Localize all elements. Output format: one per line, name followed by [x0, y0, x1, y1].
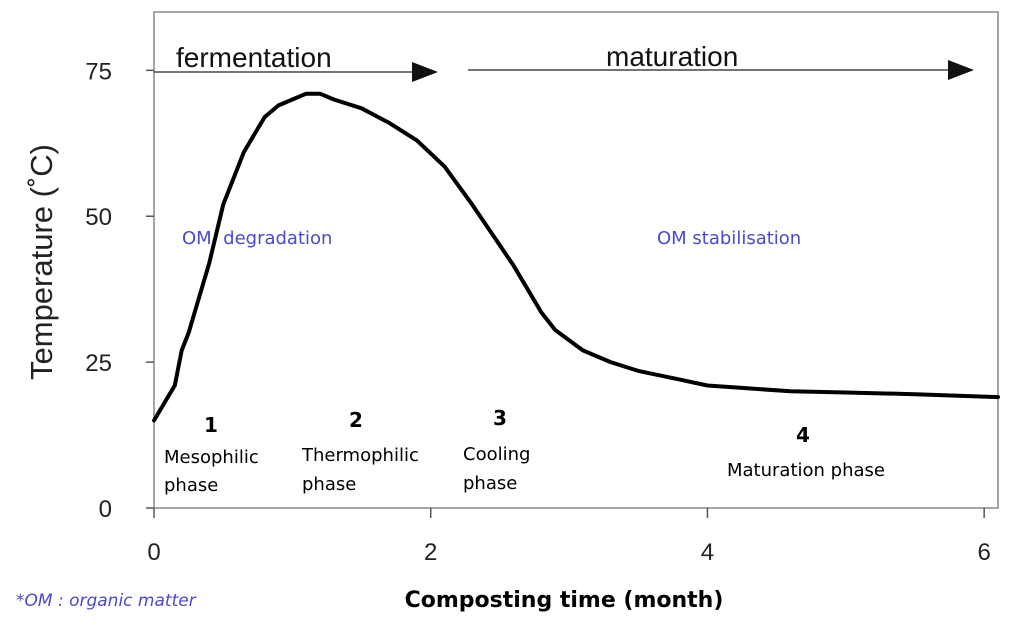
phase-4-number: 4 — [796, 423, 810, 447]
phase-2-number: 2 — [349, 408, 363, 432]
y-axis: 0 25 50 75 — [85, 58, 154, 523]
phase-1-number: 1 — [204, 413, 218, 437]
phase-1-name: Mesophilic — [164, 447, 259, 468]
phase-3-suffix: phase — [463, 473, 517, 494]
x-axis-label: Composting time (month) — [405, 588, 724, 613]
y-tick-label: 25 — [85, 350, 112, 377]
phase-3-name: Cooling — [463, 444, 530, 465]
x-tick-label: 4 — [701, 539, 714, 566]
phase-2-suffix: phase — [302, 474, 356, 495]
om-stabilisation-label: OM stabilisation — [657, 228, 801, 249]
fermentation-arrowhead-icon — [412, 62, 438, 82]
footnote: *OM : organic matter — [16, 591, 197, 611]
fermentation-label: fermentation — [176, 42, 332, 73]
y-tick-label: 75 — [85, 58, 112, 85]
x-axis: 0 2 4 6 — [147, 508, 991, 566]
x-tick-label: 2 — [424, 539, 437, 566]
phase-3-number: 3 — [493, 406, 507, 430]
y-tick-label: 50 — [85, 204, 112, 231]
y-tick-label: 0 — [99, 496, 112, 523]
temperature-curve — [152, 91, 1000, 423]
y-axis-label: Temperature (˚C) — [24, 144, 59, 380]
x-tick-label: 6 — [977, 539, 990, 566]
plot-frame — [153, 11, 999, 509]
x-tick-label: 0 — [147, 539, 160, 566]
phase-2-name: Thermophilic — [301, 445, 419, 466]
phase-4-name: Maturation phase — [727, 460, 885, 481]
maturation-arrowhead-icon — [948, 60, 974, 80]
om-degradation-label: OM degradation — [182, 228, 332, 249]
phase-1-suffix: phase — [164, 475, 218, 496]
maturation-label: maturation — [606, 41, 738, 72]
